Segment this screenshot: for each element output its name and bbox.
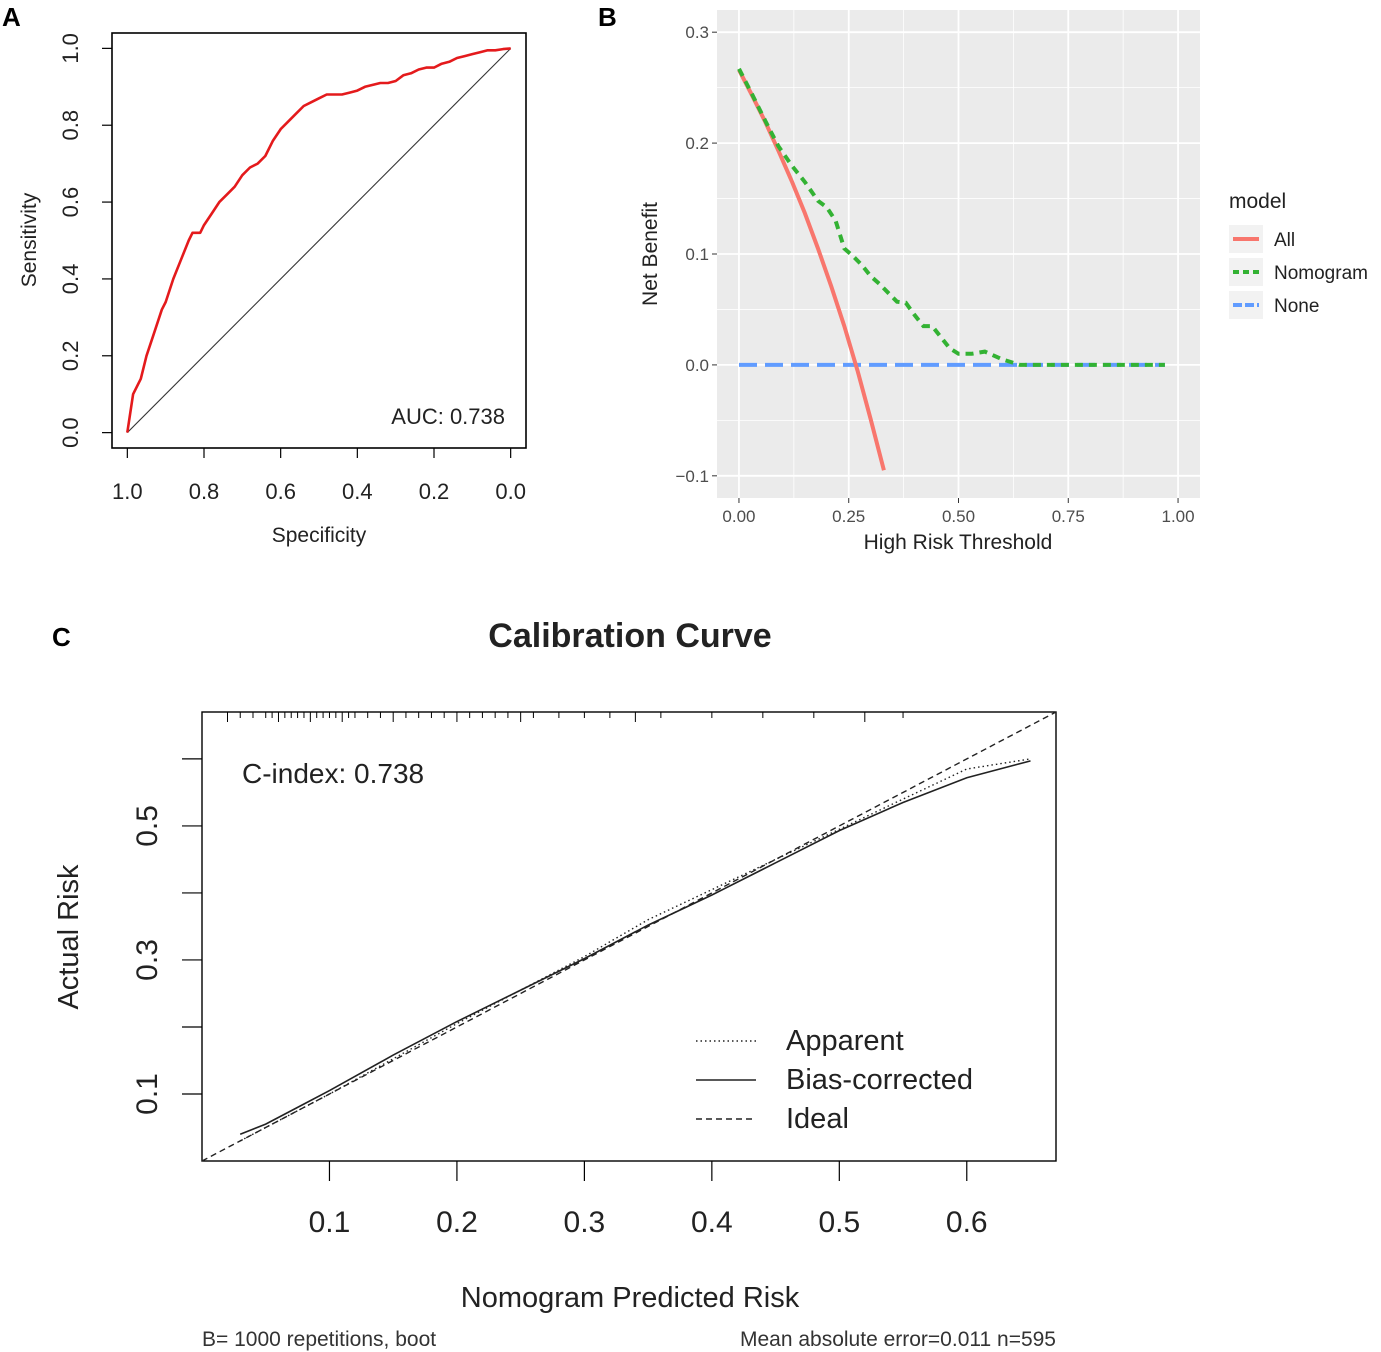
panel-label-c: C — [52, 622, 71, 652]
x-tick-label: 0.2 — [419, 479, 450, 504]
legend-label-none: None — [1274, 296, 1319, 317]
y-tick-label: 0.6 — [58, 187, 83, 218]
y-tick-label: 0.4 — [58, 264, 83, 295]
y-tick-label: 0.2 — [58, 340, 83, 371]
auc-annotation: AUC: 0.738 — [391, 404, 505, 429]
decision-curve-chart: 0.00 0.25 0.50 0.75 1.00 −0.1 0.0 0.1 0.2 0.3 High… — [639, 10, 1368, 554]
legend-title: model — [1229, 190, 1286, 213]
legend-label-all: All — [1274, 230, 1295, 251]
y-tick-label: 0.2 — [685, 134, 709, 153]
plot-frame — [201, 711, 1057, 1162]
roc-chart: 1.0 0.8 0.6 0.4 0.2 0.0 0.0 0.2 0.4 0.6 0.8 1.0 Spec… — [18, 32, 527, 547]
x-tick-label: 0.50 — [942, 507, 975, 526]
y-tick-label: 0.8 — [58, 110, 83, 141]
plot-frame — [111, 32, 527, 449]
x-tick-label: 0.25 — [832, 507, 865, 526]
y-tick-label: 0.5 — [131, 805, 164, 847]
roc-curve — [126, 47, 511, 433]
y-tick-label: 0.0 — [58, 417, 83, 448]
footer-left: B= 1000 repetitions, boot — [202, 1328, 436, 1351]
y-tick-label: −0.1 — [675, 467, 709, 486]
y-tick-label: 0.3 — [131, 939, 164, 981]
y-tick-label: 0.3 — [685, 23, 709, 42]
chart-title: Calibration Curve — [488, 617, 771, 655]
x-tick-label: 1.0 — [112, 479, 143, 504]
series-ideal — [201, 711, 1057, 1162]
series-all — [737, 68, 886, 471]
y-axis-label: Actual Risk — [53, 864, 85, 1010]
c-index-annotation: C-index: 0.738 — [242, 758, 424, 789]
footer-right: Mean absolute error=0.011 n=595 — [740, 1328, 1056, 1351]
y-tick-label: 1.0 — [58, 33, 83, 64]
x-tick-label: 0.6 — [265, 479, 296, 504]
y-axis-label: Sensitivity — [18, 192, 41, 287]
x-tick-label: 0.1 — [309, 1206, 351, 1239]
x-axis-label: High Risk Threshold — [864, 531, 1053, 554]
y-tick-label: 0.1 — [131, 1073, 164, 1115]
legend-label-nomogram: Nomogram — [1274, 263, 1368, 284]
x-tick-label: 0.4 — [691, 1206, 733, 1239]
x-tick-label: 0.6 — [946, 1206, 988, 1239]
x-tick-label: 0.3 — [564, 1206, 606, 1239]
series-bias-corrected — [239, 760, 1031, 1135]
y-tick-label: 0.1 — [685, 245, 709, 264]
calibration-chart: Calibration Curve 0.1 0.2 0.3 0.4 0.5 0.6 0.1 0.… — [53, 617, 1057, 1351]
x-tick-label: 0.75 — [1052, 507, 1085, 526]
x-tick-label: 1.00 — [1161, 507, 1194, 526]
panel-label-b: B — [598, 2, 617, 32]
y-axis-label: Net Benefit — [639, 202, 662, 306]
series-apparent — [239, 758, 1031, 1142]
legend-label-ideal: Ideal — [786, 1103, 849, 1135]
x-tick-label: 0.4 — [342, 479, 373, 504]
x-tick-label: 0.2 — [436, 1206, 478, 1239]
legend-label-bias-corrected: Bias-corrected — [786, 1064, 973, 1096]
x-axis-label: Nomogram Predicted Risk — [461, 1282, 800, 1314]
panel-label-a: A — [2, 2, 21, 32]
reference-line — [126, 48, 512, 433]
x-tick-label: 0.8 — [189, 479, 220, 504]
x-axis-label: Specificity — [272, 524, 367, 547]
series-nomogram — [737, 67, 1165, 367]
x-tick-label: 0.00 — [722, 507, 755, 526]
x-tick-label: 0.5 — [818, 1206, 860, 1239]
x-tick-label: 0.0 — [495, 479, 526, 504]
y-tick-label: 0.0 — [685, 356, 709, 375]
legend-label-apparent: Apparent — [786, 1025, 904, 1057]
